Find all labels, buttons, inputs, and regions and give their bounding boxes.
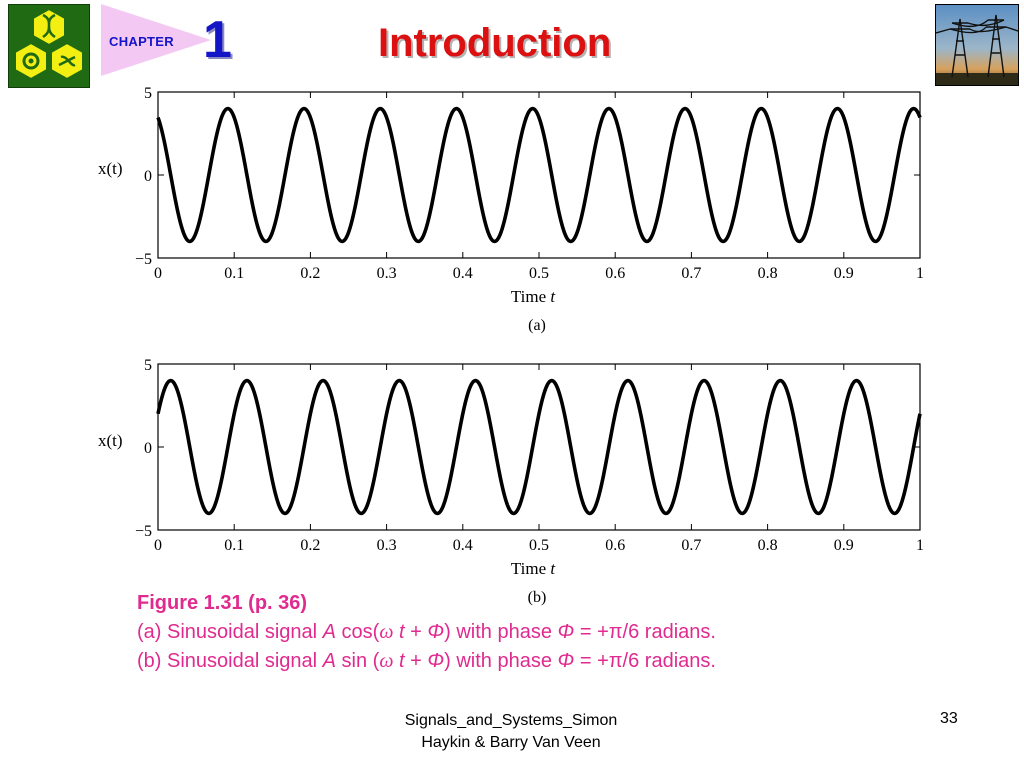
plot-a: 0 0.1 0.2 0.3 0.4 0.5 0.6 0.7 0.8 0.9 1 −5 0 5 x(t) Tim… [90, 84, 940, 342]
caption-a-value: = +π/6 radians. [574, 621, 716, 643]
plot-b-x-tick-label: 0.4 [453, 537, 473, 554]
plot-a-ylabel: x(t) [98, 159, 123, 178]
university-logo [8, 4, 90, 88]
page-number: 33 [940, 710, 958, 727]
plot-a-x-tick-label: 0.2 [300, 265, 320, 282]
plot-a-svg: 0 0.1 0.2 0.3 0.4 0.5 0.6 0.7 0.8 0.9 1−505x(t)Tim… [98, 85, 924, 334]
caption-line-a: (a) Sinusoidal signal A cos(ω t + Φ) wit… [137, 618, 716, 647]
caption-b-amplitude: A [322, 650, 336, 672]
plot-a-x-tick-label: 0.8 [758, 265, 778, 282]
plot-a-y-tick-label: 5 [144, 85, 152, 102]
caption-b-omega: ω [379, 650, 394, 672]
caption-b-plus: + [404, 650, 428, 672]
plot-b-x-tick-label: 0.9 [834, 537, 854, 554]
caption-a-phi2: Φ [557, 621, 575, 643]
plot-a-x-tick-label: 0.9 [834, 265, 854, 282]
plot-b-panel-label: (b) [528, 589, 547, 606]
plot-a-x-tick-label: 0.3 [377, 265, 397, 282]
plot-b-axes-frame [157, 363, 921, 531]
plot-a-xlabel: Time t [511, 287, 557, 306]
plot-a-x-tick-label: 0.4 [453, 265, 473, 282]
caption-a-prefix: (a) Sinusoidal signal [137, 621, 323, 643]
caption-b-phi2: Φ [557, 650, 575, 672]
plot-a-x-tick-label: 0.5 [529, 265, 549, 282]
plot-a-panel-label: (a) [528, 317, 546, 334]
chapter-label: CHAPTER [109, 34, 174, 49]
caption-title: Figure 1.31 (p. 36) [137, 592, 308, 614]
chapter-banner [101, 4, 211, 76]
plot-a-x-tick-label: 0.1 [224, 265, 244, 282]
plot-b: 0 0.1 0.2 0.3 0.4 0.5 0.6 0.7 0.8 0.9 1 −5 0 5 x(t) Tim… [90, 356, 940, 612]
plot-a-xlabel-var: t [550, 287, 556, 306]
plot-a-x-tick-label: 0.7 [681, 265, 701, 282]
chapter-number: 1 [203, 11, 232, 69]
plot-a-signal-line [156, 106, 922, 244]
plot-b-x-tick-label: 0.7 [681, 537, 701, 554]
caption-a-func: cos( [336, 621, 380, 643]
caption-b-phi: Φ [427, 650, 445, 672]
slide-title: Introduction [378, 21, 612, 65]
plot-a-y-tick-label: −5 [135, 251, 152, 268]
caption-line-b: (b) Sinusoidal signal A sin (ω t + Φ) wi… [137, 647, 716, 676]
plot-b-x-tick-label: 0.5 [529, 537, 549, 554]
footer-book-title: Signals_and_Systems_Simon Haykin & Barry… [360, 710, 662, 754]
caption-a-plus: + [404, 621, 428, 643]
plot-b-xlabel: Time t [511, 559, 557, 578]
figure-caption: Figure 1.31 (p. 36) (a) Sinusoidal signa… [137, 589, 716, 676]
plot-b-x-tick-label: 1 [916, 537, 924, 554]
caption-a-omega: ω [379, 621, 394, 643]
plot-b-x-tick-label: 0 [154, 537, 162, 554]
plot-b-signal-line [156, 378, 922, 516]
plot-b-x-tick-label: 0.2 [300, 537, 320, 554]
caption-a-amplitude: A [322, 621, 336, 643]
footer-line-1: Signals_and_Systems_Simon [404, 712, 618, 729]
caption-b-value: = +π/6 radians. [574, 650, 716, 672]
plot-b-ylabel: x(t) [98, 431, 123, 450]
caption-a-mid: ) with phase [444, 621, 558, 643]
caption-b-mid: ) with phase [444, 650, 558, 672]
caption-a-phi: Φ [427, 621, 445, 643]
plot-b-x-tick-label: 0.6 [605, 537, 625, 554]
plot-a-x-tick-label: 0 [154, 265, 162, 282]
caption-b-func: sin ( [336, 650, 380, 672]
plot-b-y-tick-label: 0 [144, 440, 152, 457]
plot-a-x-tick-label: 0.6 [605, 265, 625, 282]
plot-b-xlabel-var: t [550, 559, 556, 578]
plot-b-y-tick-label: −5 [135, 523, 152, 540]
plot-b-svg: 0 0.1 0.2 0.3 0.4 0.5 0.6 0.7 0.8 0.9 1−505x(t)Tim… [98, 357, 924, 606]
plot-b-x-tick-label: 0.1 [224, 537, 244, 554]
caption-a-t: t [393, 621, 405, 643]
plot-b-x-tick-label: 0.8 [758, 537, 778, 554]
caption-b-prefix: (b) Sinusoidal signal [137, 650, 323, 672]
caption-b-t: t [393, 650, 405, 672]
plot-b-x-tick-label: 0.3 [377, 537, 397, 554]
footer-line-2: Haykin & Barry Van Veen [421, 734, 601, 751]
plot-a-y-tick-label: 0 [144, 168, 152, 185]
plot-b-y-tick-label: 5 [144, 357, 152, 374]
power-lines-photo [935, 4, 1019, 86]
plot-a-x-tick-label: 1 [916, 265, 924, 282]
